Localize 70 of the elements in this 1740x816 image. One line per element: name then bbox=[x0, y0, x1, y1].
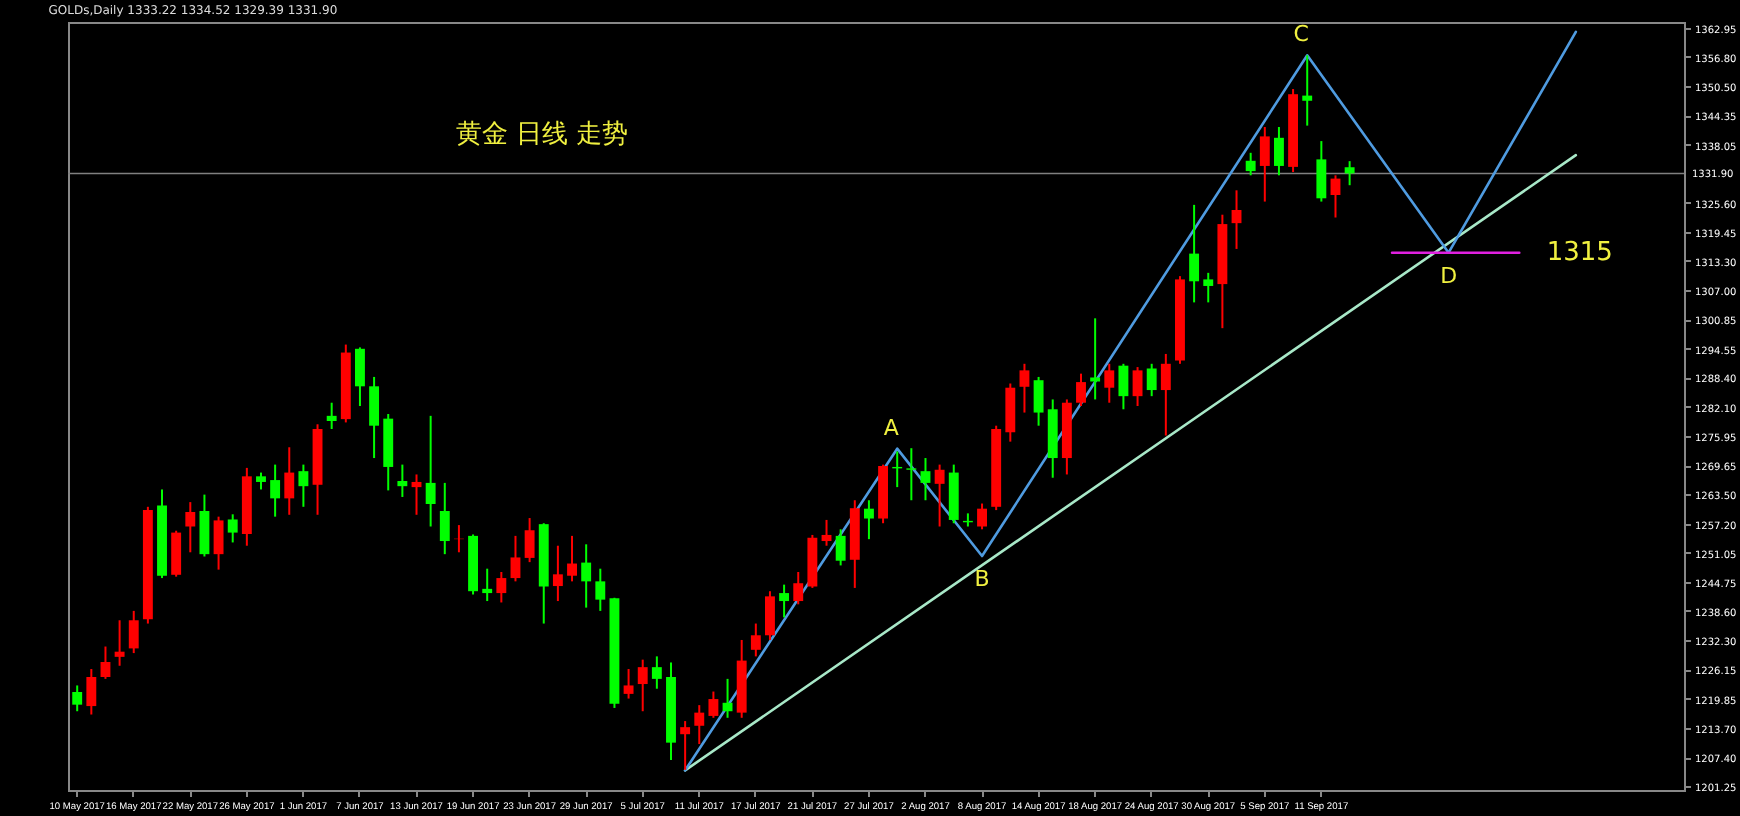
candlestick bbox=[496, 570, 507, 604]
candlestick bbox=[1104, 362, 1115, 404]
annotation: C bbox=[1293, 21, 1310, 48]
candlestick bbox=[1273, 126, 1284, 177]
candlestick bbox=[524, 517, 535, 564]
candlestick bbox=[948, 463, 959, 525]
candlestick bbox=[694, 704, 705, 746]
candlestick bbox=[863, 499, 874, 541]
candlestick bbox=[750, 622, 761, 658]
candlestick bbox=[1259, 126, 1270, 203]
candlestick bbox=[821, 518, 832, 547]
candlestick bbox=[284, 446, 295, 516]
annotation: 黄金 日线 走势 bbox=[455, 120, 629, 150]
candlestick bbox=[1033, 375, 1044, 427]
candlestick bbox=[355, 346, 365, 407]
candlestick bbox=[552, 544, 563, 603]
candlestick bbox=[425, 414, 436, 528]
candlestick bbox=[100, 645, 111, 680]
candlestick bbox=[793, 570, 804, 606]
candlestick bbox=[595, 567, 606, 612]
annotation: B bbox=[974, 566, 990, 593]
candlestick bbox=[326, 401, 337, 430]
annotation: A bbox=[883, 414, 900, 441]
candlestick bbox=[1005, 382, 1016, 443]
candlestick bbox=[708, 690, 719, 719]
candlestick bbox=[835, 528, 846, 567]
candlestick bbox=[1203, 271, 1214, 304]
candlestick bbox=[369, 375, 380, 460]
candlestick bbox=[651, 655, 662, 690]
annotation: 1315 bbox=[1546, 238, 1613, 269]
candlestick bbox=[977, 502, 987, 531]
candlestick bbox=[779, 583, 790, 619]
candlestick bbox=[1245, 151, 1256, 177]
candlestick bbox=[1090, 317, 1101, 401]
candlestick bbox=[482, 567, 493, 603]
candlestick bbox=[637, 658, 648, 713]
candlestick bbox=[213, 515, 224, 571]
candlestick bbox=[934, 463, 945, 528]
candlestick bbox=[1160, 352, 1171, 437]
candlestick bbox=[623, 668, 634, 700]
candlestick bbox=[199, 493, 210, 558]
candlestick bbox=[1302, 54, 1313, 127]
candlestick bbox=[906, 447, 917, 502]
candlestick bbox=[1316, 140, 1327, 203]
candlestick bbox=[439, 481, 450, 556]
candlestick bbox=[1231, 189, 1242, 250]
candlestick bbox=[1132, 366, 1143, 407]
candlestick bbox=[227, 513, 238, 544]
candlestick bbox=[72, 684, 83, 713]
candlestick bbox=[765, 590, 775, 641]
candlestick bbox=[86, 668, 97, 716]
candlestick bbox=[920, 457, 931, 502]
candlestick bbox=[581, 543, 592, 609]
candlestick bbox=[397, 463, 408, 498]
candlestick bbox=[114, 619, 125, 667]
candlestick bbox=[1019, 362, 1030, 414]
candlestick bbox=[270, 463, 281, 518]
candlestick bbox=[171, 529, 182, 578]
candlestick bbox=[1189, 203, 1200, 304]
candlestick bbox=[680, 720, 691, 771]
candlestick bbox=[1118, 362, 1129, 411]
candlestick bbox=[1076, 372, 1086, 407]
candlestick bbox=[510, 534, 521, 583]
candlestick bbox=[128, 609, 139, 655]
candlestick bbox=[185, 501, 196, 554]
candlestick bbox=[567, 534, 577, 583]
candlestick bbox=[1344, 160, 1355, 187]
candlestick bbox=[1146, 362, 1157, 398]
candlestick bbox=[298, 463, 309, 508]
annotation: D bbox=[1440, 262, 1458, 289]
